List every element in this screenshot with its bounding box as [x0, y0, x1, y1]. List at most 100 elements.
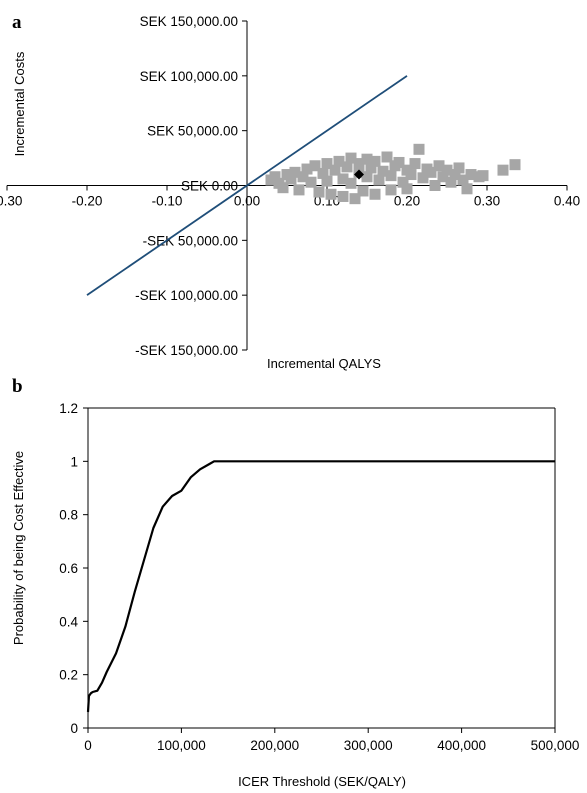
chart-a-point: [293, 184, 305, 196]
chart-a-y-tick-label: -SEK 50,000.00: [143, 233, 238, 248]
chart-a-x-tick-label: 0.20: [394, 194, 420, 209]
chart-a-threshold-line: [86, 75, 408, 296]
chart-a-point: [297, 171, 309, 183]
panel-b-label: b: [12, 376, 23, 397]
chart-a-point: [433, 160, 445, 172]
chart-b-y-axis-label: Probability of being Cost Effective: [11, 451, 26, 645]
chart-a-point: [381, 151, 393, 163]
chart-b-x-tick-label: 500,000: [531, 738, 580, 753]
chart-b-y-tick-label: 1: [70, 454, 78, 469]
chart-a-point: [301, 163, 313, 175]
chart-a-point: [397, 176, 409, 188]
chart-a-point: [437, 171, 449, 183]
chart-a-mean-point: [354, 169, 364, 180]
chart-b-x-axis-label: ICER Threshold (SEK/QALY): [238, 774, 406, 789]
chart-a-point: [453, 162, 465, 174]
chart-a-point: [385, 170, 397, 182]
chart-a-point: [393, 156, 405, 168]
chart-a-point: [413, 143, 425, 155]
chart-a-point: [409, 158, 421, 170]
chart-a-point: [345, 152, 357, 164]
chart-a-point: [449, 169, 461, 181]
chart-b-y-tick-label: 0.6: [59, 561, 78, 576]
chart-a-point: [373, 174, 385, 186]
chart-a-point: [369, 155, 381, 167]
chart-a-point: [349, 193, 361, 205]
chart-b-y-tick-label: 0.2: [59, 668, 78, 683]
chart-a-point: [345, 177, 357, 189]
chart-a-point: [465, 169, 477, 181]
chart-a-point: [309, 160, 321, 172]
chart-a-point: [377, 165, 389, 177]
chart-a-y-tick-label: -SEK 100,000.00: [135, 288, 238, 303]
chart-a-point: [401, 183, 413, 195]
chart-a-point: [357, 185, 369, 197]
chart-b-x-tick-label: 100,000: [157, 738, 206, 753]
chart-a-x-tick-label: -0.30: [0, 194, 22, 209]
chart-b-y-tick-label: 0.4: [59, 614, 78, 629]
chart-a-point: [337, 190, 349, 202]
chart-a-y-tick-label: SEK 150,000.00: [140, 14, 238, 29]
chart-a-point: [329, 164, 341, 176]
chart-a-point: [361, 153, 373, 165]
chart-a-point: [325, 188, 337, 200]
chart-a-point: [497, 164, 509, 176]
chart-a-x-tick-label: -0.10: [152, 194, 183, 209]
chart-a-point: [337, 173, 349, 185]
chart-a-point: [369, 188, 381, 200]
chart-a-point: [457, 174, 469, 186]
chart-a-y-tick-label: SEK 100,000.00: [140, 69, 238, 84]
chart-a-point: [405, 169, 417, 181]
chart-b-x-tick-label: 0: [84, 738, 92, 753]
chart-a-point: [365, 162, 377, 174]
chart-a-x-tick-label: 0.40: [554, 194, 580, 209]
chart-a-x-ticks: -0.30-0.20-0.100.000.100.200.300.40: [0, 185, 580, 209]
chart-a-point: [289, 166, 301, 178]
chart-a-y-tick-label: SEK 50,000.00: [147, 124, 238, 139]
chart-a-point: [477, 170, 489, 182]
chart-a-point: [429, 180, 441, 191]
chart-b-curve: [86, 460, 555, 713]
panel-a-label: a: [12, 12, 22, 33]
chart-a-y-tick-label: SEK 0.00: [181, 179, 238, 194]
chart-a-x-tick-label: 0.00: [234, 194, 260, 209]
chart-a-point: [333, 155, 345, 167]
chart-b-y-tick-label: 0: [70, 721, 78, 736]
chart-b-axes: [87, 408, 555, 729]
chart-a-point: [285, 173, 297, 185]
chart-a-y-ticks: SEK 150,000.00 SEK 100,000.00 SEK 50,000.0…: [135, 14, 247, 358]
chart-a-point: [441, 164, 453, 176]
chart-b-y-ticks: 0 0.2 0.4 0.6 0.8 1 1.2: [59, 401, 88, 736]
chart-a-point: [425, 166, 437, 178]
chart-a-point: [313, 186, 325, 198]
chart-a-y-tick-label: -SEK 150,000.00: [135, 343, 238, 358]
chart-a-point: [361, 171, 373, 183]
chart-a-point: [321, 175, 333, 187]
chart-a-point: [461, 183, 473, 195]
chart-b: b Probability of being Cost Effective IC…: [11, 376, 579, 789]
chart-a-mean: [354, 169, 364, 180]
chart-b-x-tick-label: 200,000: [250, 738, 299, 753]
chart-b-x-tick-label: 300,000: [344, 738, 393, 753]
chart-a-point: [385, 184, 397, 196]
chart-a-point: [317, 167, 329, 179]
chart-a-x-tick-label: 0.30: [474, 194, 500, 209]
chart-a-point: [417, 172, 429, 184]
chart-a: a Incremental Costs Incremental QALYS -0…: [0, 12, 580, 371]
chart-a-point: [353, 158, 365, 170]
chart-b-x-ticks: 0 100,000 200,000 300,000 400,000 500,000: [84, 728, 579, 753]
chart-a-threshold: [86, 75, 408, 296]
chart-a-y-axis-label: Incremental Costs: [12, 51, 27, 156]
chart-b-y-tick-label: 1.2: [59, 401, 78, 416]
chart-a-x-tick-label: -0.20: [72, 194, 103, 209]
chart-b-x-tick-label: 400,000: [437, 738, 486, 753]
chart-b-y-tick-label: 0.8: [59, 508, 78, 523]
chart-a-point: [269, 171, 281, 183]
chart-b-series-line: [86, 460, 555, 713]
chart-a-point: [509, 159, 521, 171]
chart-a-point: [305, 176, 317, 188]
chart-a-point: [321, 158, 333, 170]
chart-a-point: [341, 161, 353, 173]
chart-a-point: [277, 182, 289, 194]
